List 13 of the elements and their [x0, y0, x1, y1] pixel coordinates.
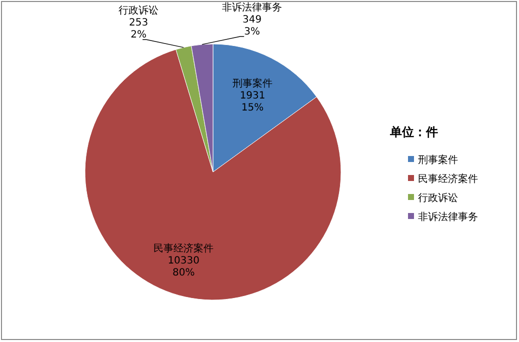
slice-label: 行政诉讼: [118, 4, 159, 17]
slice-label: 刑事案件: [232, 77, 273, 90]
data-label: 349 3%: [242, 14, 262, 38]
data-label: 253 2%: [128, 18, 148, 41]
data-label: 10330 80%: [168, 255, 200, 278]
slice-label: 民事经济案件: [154, 242, 214, 254]
slice-label: 非诉法律事务: [222, 1, 282, 14]
legend-title: 单位：件: [389, 125, 438, 139]
data-label: 1931 15%: [240, 90, 266, 114]
legend-label: 行政诉讼: [418, 192, 458, 204]
legend-label: 民事经济案件: [418, 173, 478, 185]
legend-label: 刑事案件: [418, 154, 458, 166]
legend-label: 非诉法律事务: [418, 211, 478, 223]
